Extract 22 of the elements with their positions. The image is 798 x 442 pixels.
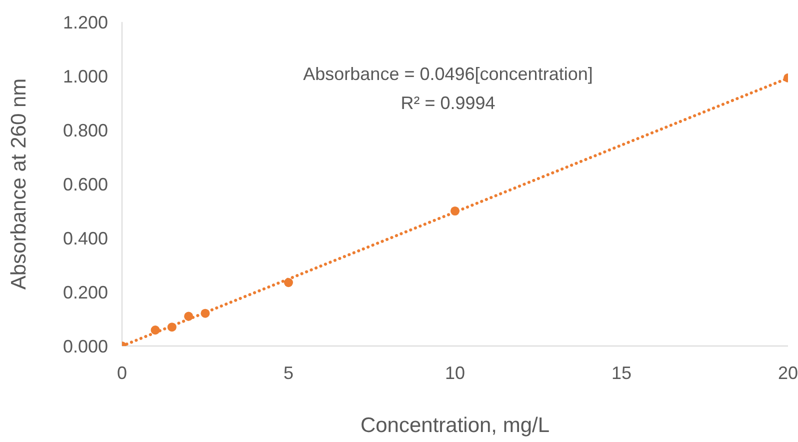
y-tick-label: 0.000 <box>62 336 108 356</box>
y-tick-label: 1.000 <box>62 66 108 86</box>
annotation: R² = 0.9994 <box>400 92 496 115</box>
point <box>200 308 210 318</box>
x-tick-label: 15 <box>611 362 632 383</box>
y-tick-label: 0.400 <box>62 228 108 248</box>
x-tick-label: 0 <box>116 362 128 383</box>
y-tick-label: 0.200 <box>62 282 108 302</box>
annotation: Absorbance = 0.0496[concentration] <box>302 63 594 86</box>
point <box>184 312 194 321</box>
x-tick-label: 5 <box>283 362 294 383</box>
point <box>167 322 176 332</box>
x-tick-label: 20 <box>778 362 798 383</box>
y-tick-label: 1.200 <box>62 12 108 32</box>
x-tick-label: 10 <box>444 362 466 383</box>
x-axis-title: Concentration, mg/L <box>360 414 550 437</box>
point <box>450 206 460 216</box>
y-tick-label: 0.800 <box>62 120 108 140</box>
point <box>284 278 294 288</box>
point <box>150 326 160 335</box>
y-tick-label: 0.600 <box>62 174 108 194</box>
y-axis-title: Absorbance at 260 nm <box>7 78 30 290</box>
